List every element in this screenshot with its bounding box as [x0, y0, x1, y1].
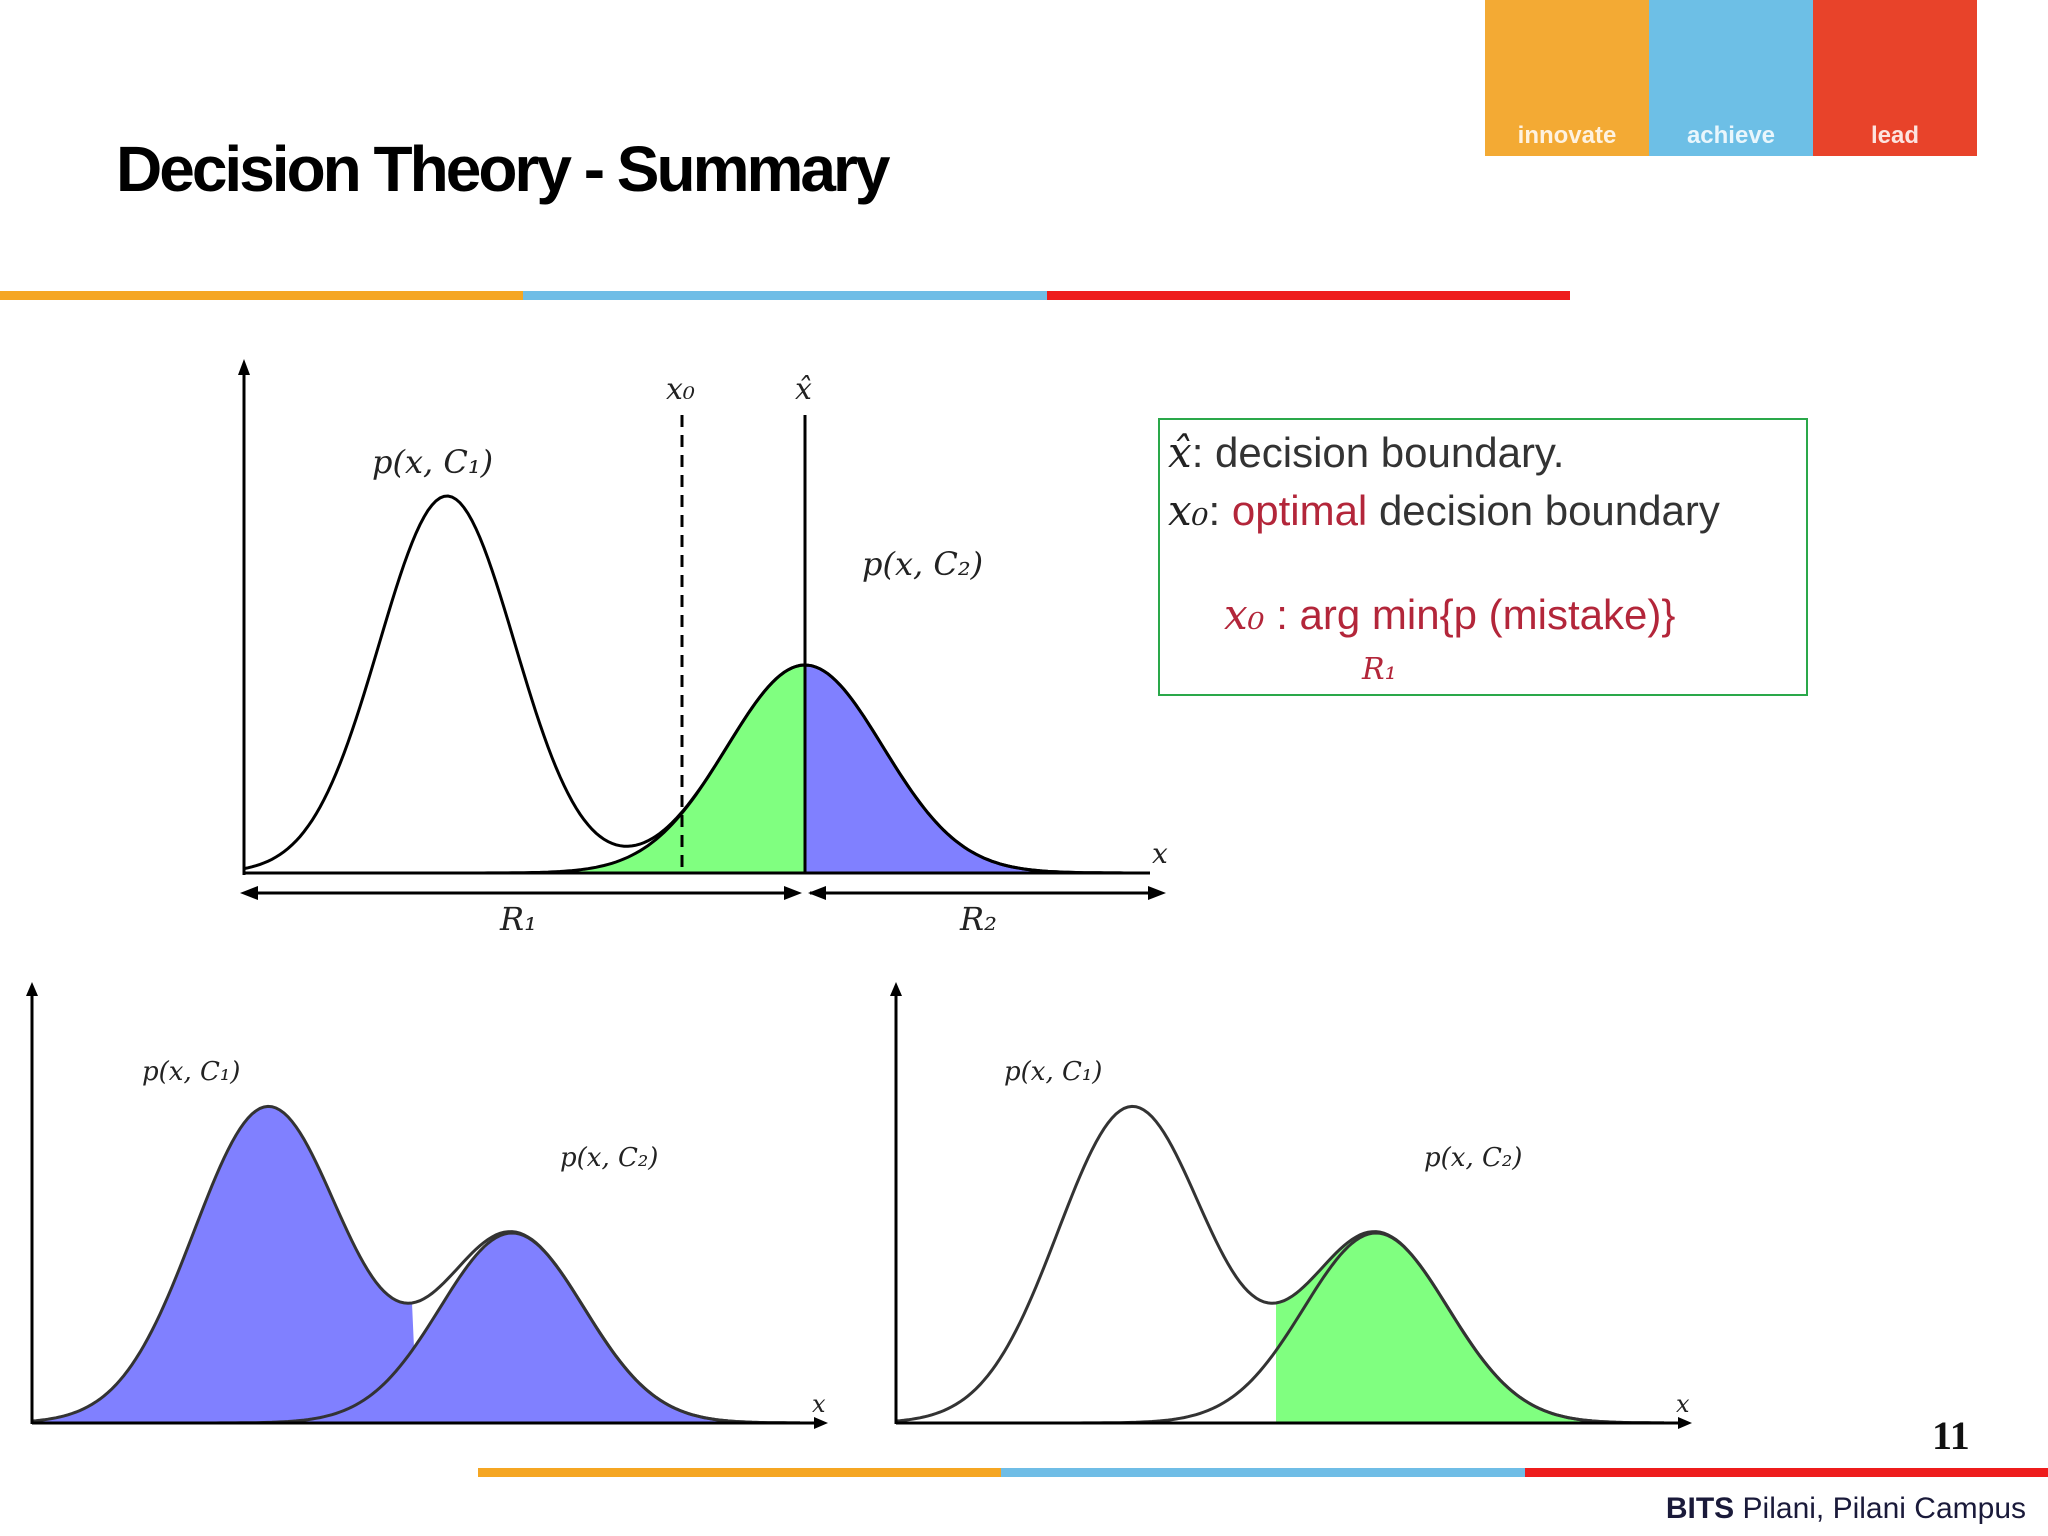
title-divider	[0, 291, 1570, 300]
blue-region	[805, 665, 1130, 873]
footer-brand: BITS	[1665, 1492, 1735, 1525]
decision-boundary-legend: x̂: decision boundary. x₀: optimal decis…	[1158, 418, 1808, 696]
x0-symbol: x₀	[1168, 486, 1209, 535]
xhat-description: : decision boundary.	[1191, 429, 1565, 476]
label-x-axis: x	[1676, 1390, 1690, 1418]
label-p-x-c1: p(x, C₁)	[142, 1057, 240, 1087]
label-r2: R₂	[959, 900, 997, 938]
page-number: 11	[1932, 1413, 1970, 1458]
y-axis-arrow	[26, 982, 38, 996]
logo: innovate achieve lead	[1485, 0, 1977, 156]
legend-row-x0: x₀: optimal decision boundary	[1168, 486, 1720, 535]
argmin-subscript-r1: R₁	[1362, 652, 1397, 687]
x0-colon: :	[1208, 487, 1221, 534]
argmin-x0-symbol: x₀	[1224, 590, 1265, 639]
label-x-axis: x	[812, 1390, 826, 1418]
label-r1: R₁	[499, 900, 537, 938]
legend-row-xhat: x̂: decision boundary.	[1168, 428, 1564, 477]
r2-arrow-left-head	[808, 886, 826, 900]
x0-description: decision boundary	[1378, 487, 1720, 534]
bottom-right-figure: p(x, C₁) p(x, C₂) x	[890, 982, 1692, 1429]
bottom-left-figure: p(x, C₁) p(x, C₂) x	[26, 982, 828, 1429]
label-p-x-c1: p(x, C₁)	[372, 443, 493, 481]
label-p-x-c1: p(x, C₁)	[1004, 1057, 1102, 1087]
y-axis-arrow	[890, 982, 902, 996]
label-xhat: x̂	[795, 372, 812, 407]
x-axis-arrow	[814, 1417, 828, 1429]
label-p-x-c2: p(x, C₂)	[1424, 1143, 1522, 1173]
logo-segment-lead: lead	[1813, 0, 1977, 156]
footer-divider	[478, 1468, 2048, 1477]
r1-arrow-left-head	[240, 886, 258, 900]
r1-arrow-right-head	[784, 886, 802, 900]
logo-segment-achieve: achieve	[1649, 0, 1813, 156]
label-x-axis: x	[1152, 837, 1168, 870]
legend-row-argmin: x₀ : arg min{p (mistake)}	[1224, 590, 1675, 639]
logo-word: achieve	[1686, 122, 1776, 149]
slide-title: Decision Theory - Summary	[116, 133, 890, 205]
label-x0: x₀	[666, 372, 695, 407]
footer-campus-text: Pilani, Pilani Campus	[1734, 1492, 2026, 1525]
logo-word: innovate	[1517, 122, 1617, 149]
footer-campus: BITS Pilani, Pilani Campus	[1666, 1492, 2026, 1526]
green-fill-region	[1276, 1231, 1664, 1423]
label-p-x-c2: p(x, C₂)	[560, 1143, 658, 1173]
green-region	[510, 665, 805, 873]
x-axis-arrow	[1678, 1417, 1692, 1429]
x0-optimal-word: optimal	[1231, 487, 1368, 534]
xhat-symbol: x̂	[1168, 428, 1192, 477]
top-figure: x₀ x̂ p(x, C₁) p(x, C₂) x R₁ R₂	[238, 359, 1168, 938]
label-p-x-c2: p(x, C₂)	[862, 545, 983, 583]
logo-segment-innovate: innovate	[1485, 0, 1649, 156]
logo-word: lead	[1870, 122, 1920, 149]
y-axis-arrow	[238, 359, 250, 375]
top-figure-regions	[510, 665, 1130, 873]
argmin-expression: : arg min{p (mistake)}	[1276, 591, 1676, 638]
blue-fill-region	[32, 1106, 800, 1423]
r2-arrow-right-head	[1148, 886, 1166, 900]
